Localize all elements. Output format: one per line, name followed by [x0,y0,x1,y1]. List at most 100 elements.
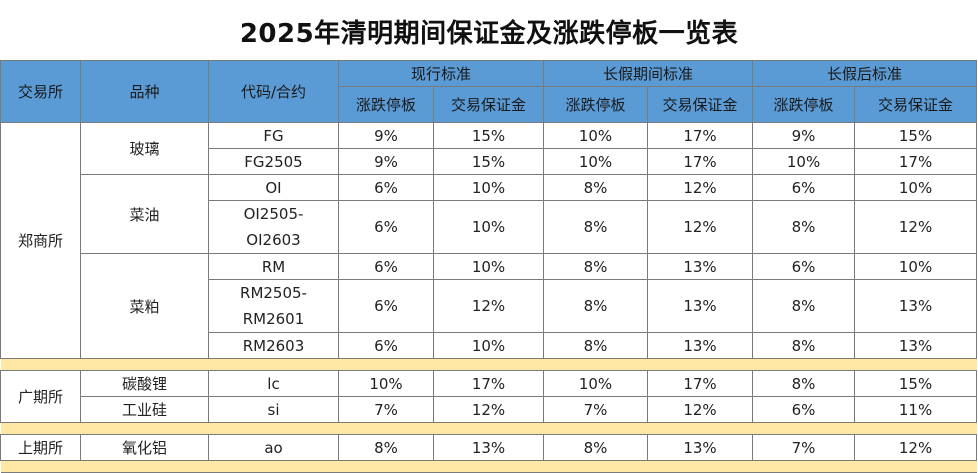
table-row: 广期所 碳酸锂 lc 10% 17% 10% 17% 8% 15% [0,370,978,423]
holiday-limit-cell: 10% [543,122,649,149]
holiday-limit-cell: 7% [543,396,649,423]
holiday-margin-cell: 17% [647,122,754,149]
code-line: OI2603 [246,231,301,249]
holiday-limit-cell: 8% [543,434,649,461]
product-cell: 工业硅 [80,396,209,423]
after-margin-cell: 10% [854,253,978,280]
margin-limit-table: 交易所 品种 代码/合约 现行标准 长假期间标准 长假后标准 涨跌停板 交易保证… [0,60,978,473]
holiday-margin-cell: 12% [647,200,754,254]
code-cell: OI2505- OI2603 [208,200,339,254]
after-limit-cell: 8% [752,370,856,397]
product-cell: 玻璃 [80,122,209,175]
header-margin: 交易保证金 [432,86,545,123]
product-cell: 菜油 [80,174,209,254]
code-line: ao [264,438,283,457]
code-line: FG2505 [244,152,303,171]
after-margin-cell: 10% [854,174,978,201]
header-product: 品种 [80,60,209,123]
after-limit-cell: 10% [752,148,856,175]
holiday-margin-cell: 12% [647,174,754,201]
code-line: RM2603 [242,336,305,355]
holiday-margin-cell: 12% [647,396,754,423]
holiday-limit-cell: 10% [543,370,649,397]
code-line: OI [265,178,282,197]
holiday-limit-cell: 8% [543,332,649,359]
separator-band [0,460,977,473]
header-limit: 涨跌停板 [752,86,856,123]
holiday-margin-cell: 13% [647,332,754,359]
after-margin-cell: 11% [854,396,978,423]
after-margin-cell: 13% [854,332,978,359]
after-limit-cell: 6% [752,396,856,423]
separator-row [0,358,977,371]
table-row: 郑商所 玻璃 FG 9% 15% 10% 17% 9% 15% [0,122,978,359]
separator-row [0,460,977,473]
current-margin-cell: 12% [432,396,545,423]
after-margin-cell: 17% [854,148,978,175]
table-row: RM2505- RM2601 6% 12% 8% 13% 8% 13% [1,279,978,333]
current-limit-cell: 6% [338,279,434,333]
separator-band [0,422,977,435]
exchange-cell: 广期所 [0,370,81,423]
header-group-after: 长假后标准 [752,60,978,87]
table-row: 菜油 OI 6% 10% 8% 12% 6% 10% [1,174,978,254]
code-line: FG [263,126,284,145]
code-line: si [267,400,280,419]
current-margin-cell: 10% [432,200,545,254]
code-cell: RM [208,253,339,280]
holiday-limit-cell: 10% [543,148,649,175]
table-row: 菜粕 RM 6% 10% 8% 13% 6% 10% [1,253,978,359]
code-line: RM2601 [242,310,305,328]
separator-band [0,358,977,371]
header-code: 代码/合约 [208,60,339,123]
code-cell: ao [208,434,339,461]
table-row: RM2603 6% 10% 8% 13% 8% 13% [1,332,978,359]
code-line: RM [261,257,286,276]
after-limit-cell: 8% [752,332,856,359]
current-limit-cell: 9% [338,148,434,175]
after-margin-cell: 15% [854,370,978,397]
holiday-margin-cell: 13% [647,253,754,280]
current-limit-cell: 9% [338,122,434,149]
current-margin-cell: 10% [432,174,545,201]
current-limit-cell: 7% [338,396,434,423]
product-cell: 氧化铝 [80,434,209,461]
exchange-cell: 郑商所 [0,122,81,359]
header-group-holiday: 长假期间标准 [543,60,754,87]
exchange-cell: 上期所 [0,434,81,461]
table-row: FG2505 9% 15% 10% 17% 10% 17% [1,148,978,175]
after-margin-cell: 15% [854,122,978,149]
header-margin: 交易保证金 [647,86,754,123]
current-limit-cell: 10% [338,370,434,397]
current-limit-cell: 6% [338,253,434,280]
holiday-margin-cell: 13% [647,279,754,333]
after-limit-cell: 8% [752,279,856,333]
table-row: 上期所 氧化铝 ao 8% 13% 8% 13% 7% 12% [0,434,978,461]
holiday-margin-cell: 17% [647,148,754,175]
code-cell: RM2603 [208,332,339,359]
after-limit-cell: 6% [752,253,856,280]
holiday-limit-cell: 8% [543,253,649,280]
after-limit-cell: 8% [752,200,856,254]
code-cell: FG [208,122,339,149]
header-group-current: 现行标准 [337,60,545,87]
holiday-limit-cell: 8% [543,174,649,201]
current-limit-cell: 6% [338,174,434,201]
code-cell: RM2505- RM2601 [208,279,339,333]
code-line: OI2505- [243,205,304,223]
holiday-margin-cell: 13% [647,434,754,461]
current-limit-cell: 6% [338,200,434,254]
table-row: 工业硅 si 7% 12% 7% 12% 6% 11% [1,396,978,423]
product-cell: 碳酸锂 [80,370,209,397]
current-margin-cell: 17% [432,370,545,397]
code-line: RM2505- [240,284,307,302]
after-margin-cell: 13% [854,279,978,333]
code-cell: si [208,396,339,423]
page-title: 2025年清明期间保证金及涨跌停板一览表 [239,18,739,49]
holiday-margin-cell: 17% [647,370,754,397]
current-margin-cell: 13% [432,434,545,461]
after-limit-cell: 9% [752,122,856,149]
holiday-limit-cell: 8% [543,279,649,333]
current-margin-cell: 15% [432,148,545,175]
